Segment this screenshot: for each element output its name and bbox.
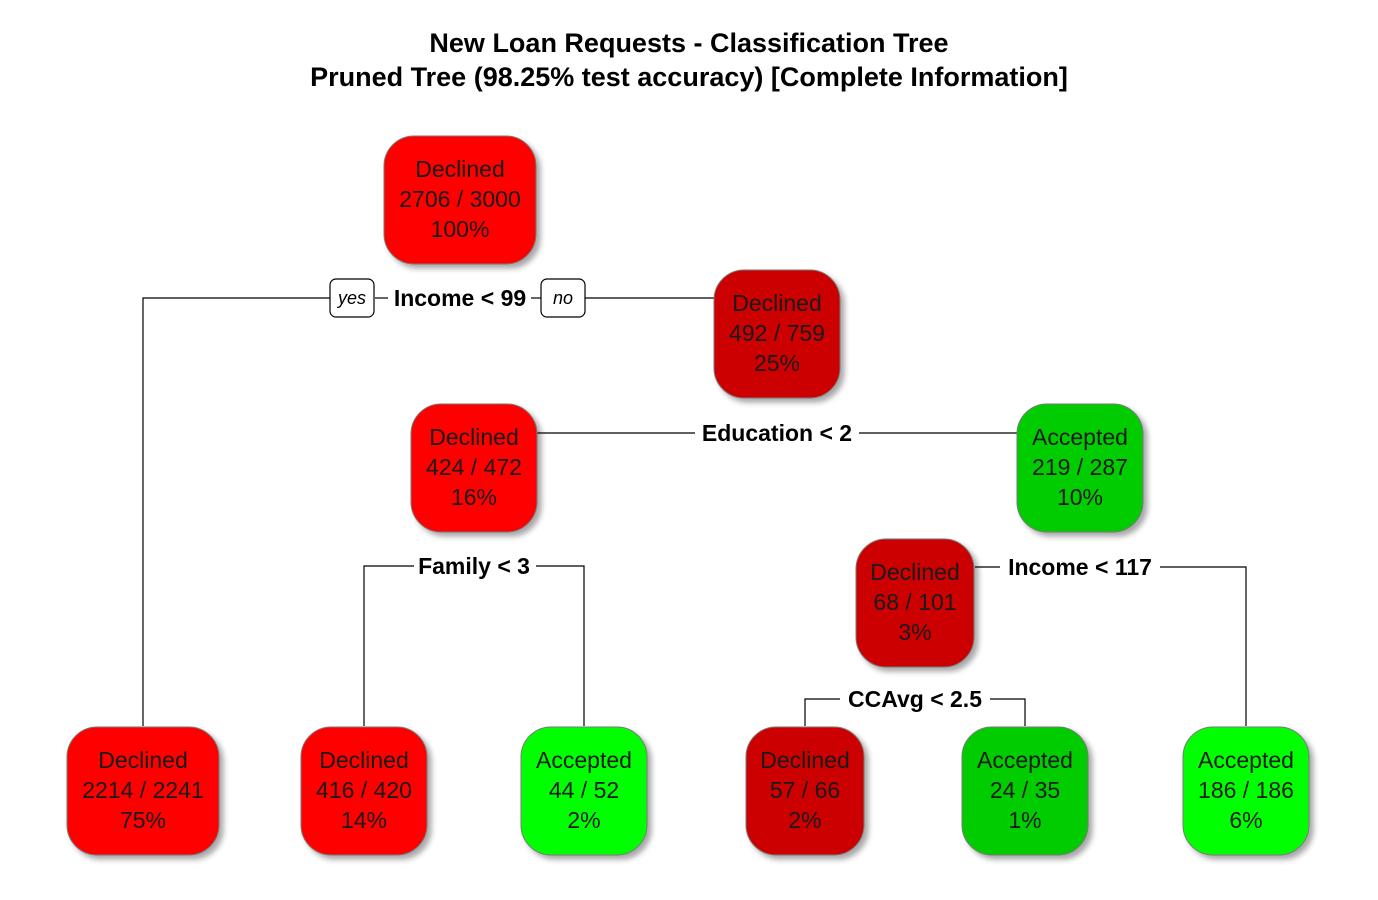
node-counts: 416 / 420 — [316, 777, 412, 803]
yes-label-box — [329, 278, 375, 318]
tree-node-n29: Accepted 24 / 35 1% — [961, 726, 1089, 856]
node-box — [66, 726, 220, 856]
node-percent: 2% — [788, 807, 821, 833]
node-box — [383, 135, 537, 265]
node-percent: 3% — [898, 619, 931, 645]
node-box — [745, 726, 865, 856]
node-percent: 1% — [1008, 807, 1041, 833]
node-class-label: Accepted — [1198, 747, 1294, 773]
node-counts: 424 / 472 — [426, 454, 522, 480]
chart-subtitle: Pruned Tree (98.25% test accuracy) [Comp… — [310, 62, 1068, 92]
no-label-box — [540, 278, 586, 318]
no-label: no — [540, 278, 586, 318]
tree-node-n2: Declined 2214 / 2241 75% — [66, 726, 220, 856]
node-counts: 57 / 66 — [770, 777, 840, 803]
node-counts: 2214 / 2241 — [82, 777, 204, 803]
tree-node-n15: Accepted 186 / 186 6% — [1182, 726, 1310, 856]
node-counts: 492 / 759 — [729, 320, 825, 346]
node-counts: 186 / 186 — [1198, 777, 1294, 803]
chart-title: New Loan Requests - Classification Tree — [429, 28, 949, 58]
node-box — [961, 726, 1089, 856]
node-box — [520, 726, 648, 856]
node-counts: 24 / 35 — [990, 777, 1060, 803]
node-class-label: Declined — [870, 559, 960, 585]
node-percent: 2% — [567, 807, 600, 833]
connector-line — [536, 565, 585, 726]
node-class-label: Accepted — [1032, 424, 1128, 450]
node-box — [1182, 726, 1310, 856]
node-class-label: Declined — [429, 424, 519, 450]
split-label-s3: Education < 2 — [702, 420, 852, 446]
node-percent: 16% — [451, 484, 497, 510]
split-label-s14: CCAvg < 2.5 — [848, 686, 982, 712]
node-percent: 25% — [754, 350, 800, 376]
node-box — [713, 269, 841, 399]
split-label-s1: Income < 99 — [394, 285, 526, 311]
tree-node-n6: Declined 424 / 472 16% — [410, 403, 538, 533]
tree-node-n28: Declined 57 / 66 2% — [745, 726, 865, 856]
node-class-label: Declined — [415, 156, 505, 182]
node-class-label: Accepted — [536, 747, 632, 773]
yes-label-text: yes — [336, 288, 366, 308]
node-box — [855, 538, 975, 668]
node-class-label: Accepted — [977, 747, 1073, 773]
node-class-label: Declined — [760, 747, 850, 773]
connector-line — [804, 698, 840, 726]
node-counts: 44 / 52 — [549, 777, 619, 803]
node-class-label: Declined — [732, 290, 822, 316]
node-percent: 100% — [431, 216, 490, 242]
split-label-s6: Family < 3 — [418, 553, 530, 579]
node-counts: 219 / 287 — [1032, 454, 1128, 480]
tree-node-n1: Declined 2706 / 3000 100% — [383, 135, 537, 265]
node-counts: 2706 / 3000 — [399, 186, 521, 212]
yes-label: yes — [329, 278, 375, 318]
node-percent: 10% — [1057, 484, 1103, 510]
node-percent: 6% — [1229, 807, 1262, 833]
node-percent: 14% — [341, 807, 387, 833]
connector-line — [142, 297, 330, 726]
tree-node-n7: Accepted 219 / 287 10% — [1016, 403, 1144, 533]
node-class-label: Declined — [319, 747, 409, 773]
node-class-label: Declined — [98, 747, 188, 773]
tree-node-n13: Accepted 44 / 52 2% — [520, 726, 648, 856]
no-label-text: no — [553, 288, 573, 308]
connector-line — [990, 698, 1026, 726]
connector-line — [1160, 566, 1247, 726]
node-box — [1016, 403, 1144, 533]
node-counts: 68 / 101 — [873, 589, 956, 615]
tree-node-n3: Declined 492 / 759 25% — [713, 269, 841, 399]
node-box — [300, 726, 428, 856]
tree-node-n14: Declined 68 / 101 3% — [855, 538, 975, 668]
node-percent: 75% — [120, 807, 166, 833]
tree-node-n12: Declined 416 / 420 14% — [300, 726, 428, 856]
split-label-s7: Income < 117 — [1008, 554, 1152, 580]
node-box — [410, 403, 538, 533]
connector-line — [363, 565, 414, 726]
